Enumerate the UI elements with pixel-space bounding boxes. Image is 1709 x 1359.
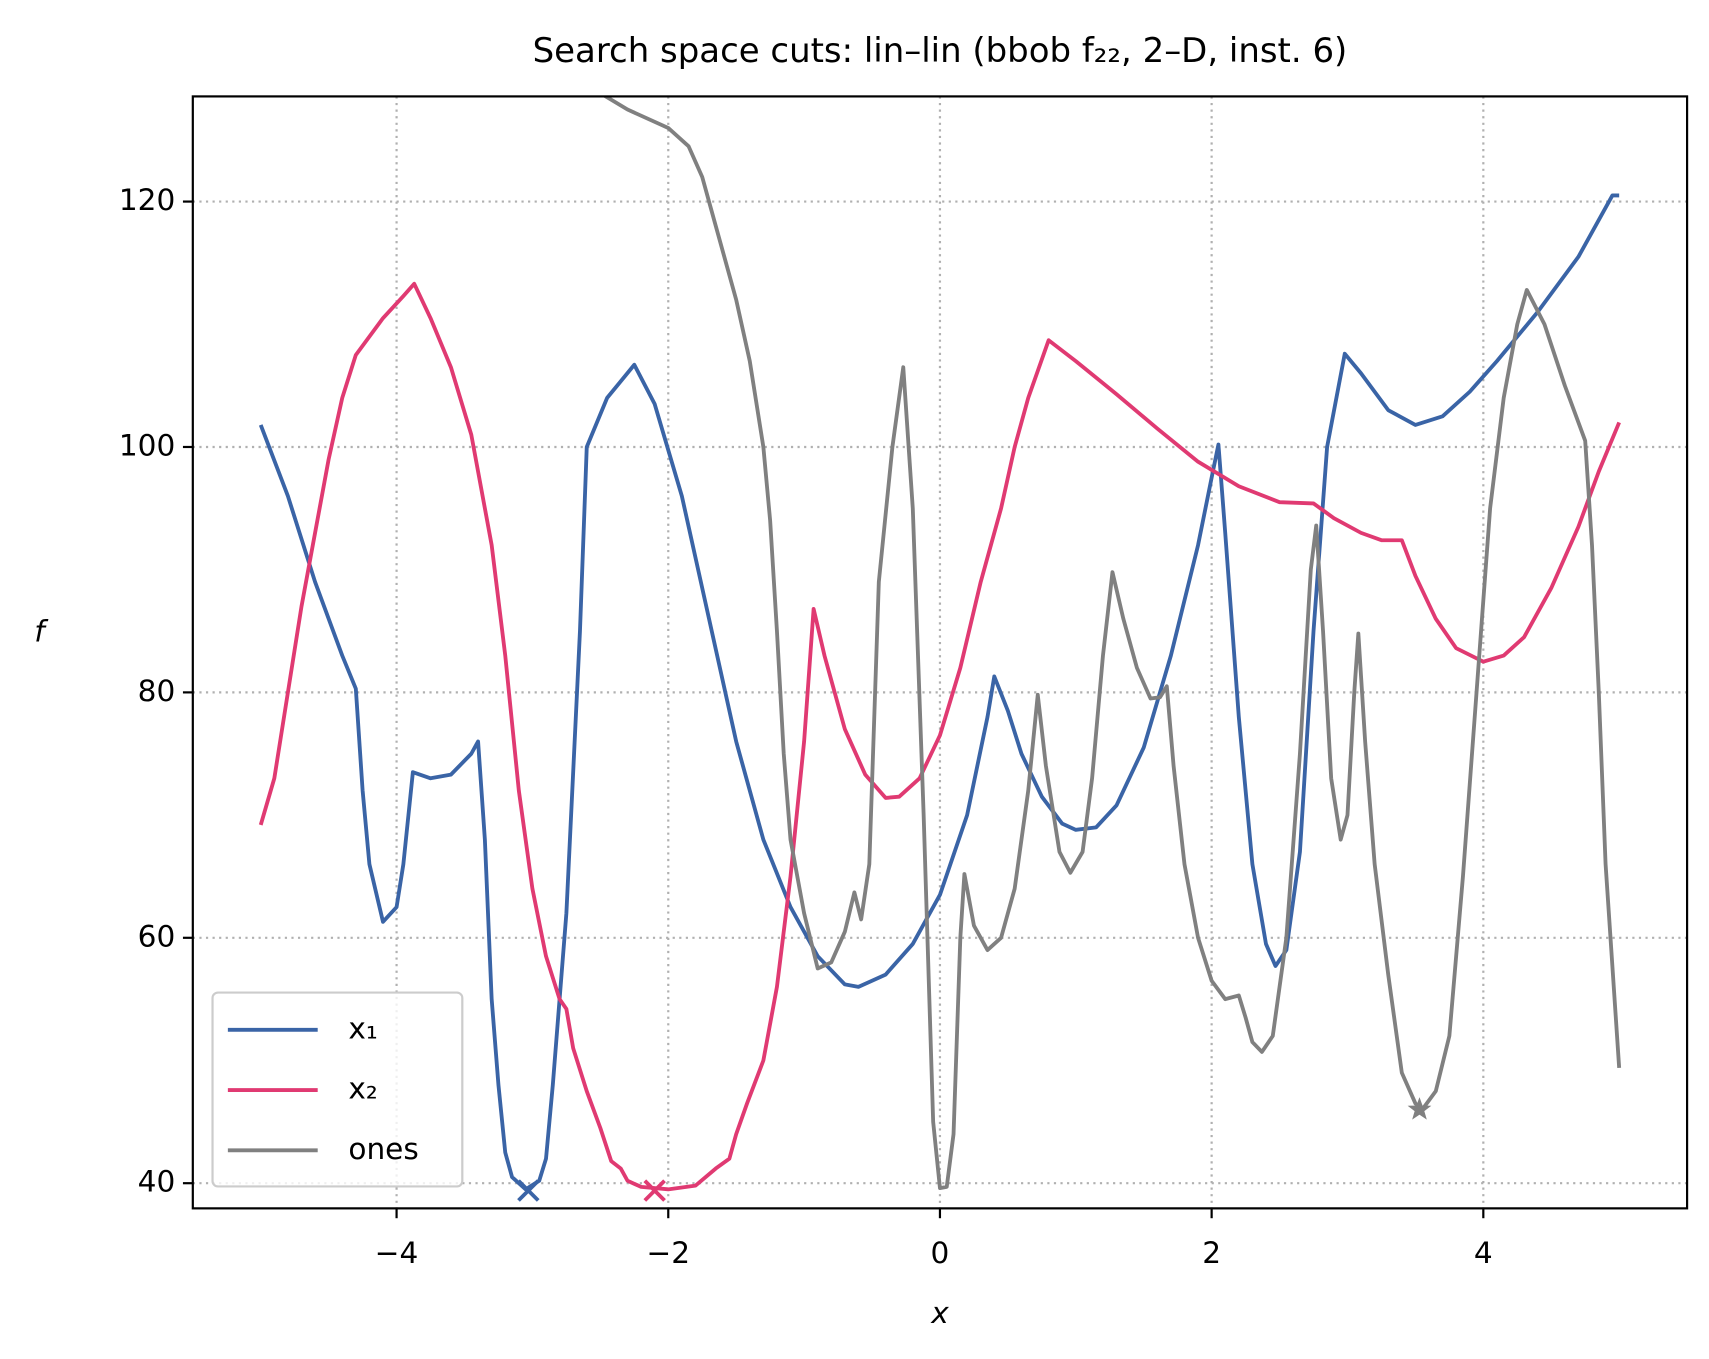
legend-box — [211, 991, 464, 1188]
y-tick-label: 120 — [119, 183, 175, 217]
marker-x — [643, 1179, 666, 1202]
min-marker — [1407, 1097, 1432, 1120]
series-line — [258, 193, 1620, 1192]
marker-star — [1407, 1097, 1432, 1120]
legend: x₁ x₂ ones — [211, 991, 464, 1188]
series-line — [258, 281, 1621, 1192]
y-tick-label: 60 — [138, 919, 176, 953]
y-tick-label: 80 — [138, 674, 176, 708]
min-marker — [643, 1179, 666, 1202]
min-markers — [517, 1097, 1432, 1202]
ticks: −4 −2 0 2 4 40 60 80 100 120 — [119, 183, 1493, 1270]
x-tick-label: 0 — [931, 1236, 950, 1270]
x-tick-label: −2 — [646, 1236, 690, 1270]
x-tick-label: 4 — [1474, 1236, 1493, 1270]
legend-label: x₂ — [348, 1072, 377, 1106]
min-marker — [517, 1179, 540, 1202]
x-tick-label: −4 — [375, 1236, 419, 1270]
legend-label: ones — [348, 1132, 418, 1166]
legend-label: x₁ — [348, 1011, 377, 1045]
marker-x — [517, 1179, 540, 1202]
grid — [192, 96, 1688, 1209]
x-tick-label: 2 — [1202, 1236, 1221, 1270]
y-tick-label: 40 — [138, 1165, 176, 1199]
y-tick-label: 100 — [119, 428, 175, 462]
x-axis-label: x — [930, 1296, 949, 1330]
chart-title: Search space cuts: lin–lin (bbob f₂₂, 2–… — [533, 31, 1348, 71]
